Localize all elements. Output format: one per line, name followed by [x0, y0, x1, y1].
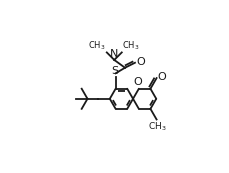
Text: CH$_3$: CH$_3$ [148, 120, 166, 133]
Text: CH$_3$: CH$_3$ [88, 39, 106, 52]
Text: S: S [111, 66, 119, 76]
Text: O: O [157, 72, 166, 82]
Text: O: O [134, 77, 142, 87]
Text: N: N [110, 49, 118, 59]
Text: CH$_3$: CH$_3$ [123, 39, 140, 52]
Text: O: O [136, 57, 145, 67]
